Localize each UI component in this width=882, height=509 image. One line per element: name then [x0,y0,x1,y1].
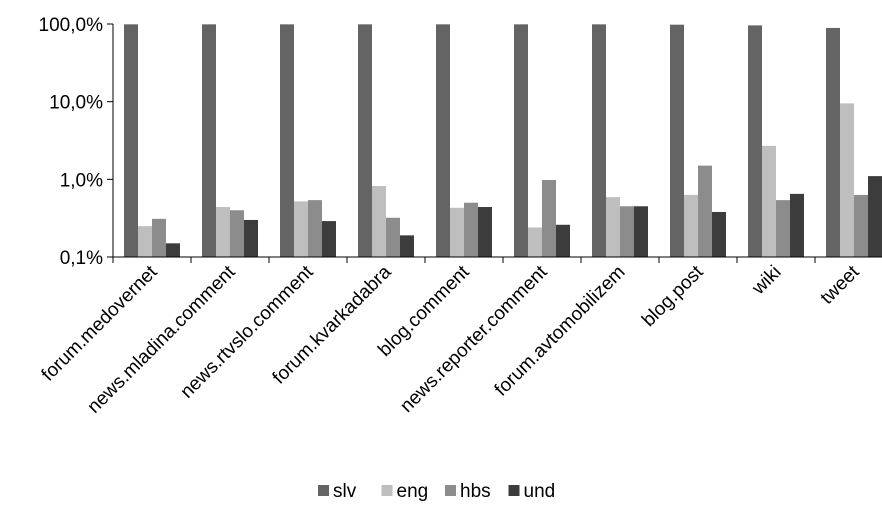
bar-hbs [464,202,478,257]
bar-und [556,224,570,257]
bar-slv [280,24,294,257]
category-label: blog.post [638,261,708,331]
y-axis: 0,1% 1,0% 10,0% 100,0% [39,15,114,269]
category-label: wiki [748,262,786,300]
y-tick-label: 100,0% [39,15,104,36]
legend-label-hbs: hbs [460,481,491,502]
category-label: tweet [817,261,864,308]
y-tick-label: 0,1% [60,248,103,269]
bar-hbs [152,218,166,257]
legend-swatch-und [508,485,520,496]
bar-eng [138,226,152,257]
plot-area [124,24,882,258]
bar-hbs [230,210,244,257]
category-label: forum.avtomobilizem [491,262,630,401]
bar-slv [124,24,138,257]
bar-slv [670,24,684,257]
bar-eng [762,145,776,257]
bar-hbs [620,206,634,257]
bar-eng [606,197,620,257]
legend-label-eng: eng [397,481,429,502]
legend-swatch-slv [318,485,329,496]
bar-slv [358,24,372,257]
bar-eng [294,201,308,257]
legend-swatch-eng [381,485,393,496]
category-label: news.rtvslo.comment [177,261,319,403]
bar-hbs [698,165,712,257]
bar-eng [450,207,464,257]
category-label: news.mladina.comment [84,261,240,417]
bar-hbs [776,200,790,257]
bar-hbs [308,200,322,257]
bar-slv [514,24,528,257]
legend-label-und: und [524,481,556,502]
bar-slv [592,24,606,257]
bar-eng [216,207,230,257]
y-tick-label: 1,0% [60,170,103,191]
bar-slv [202,24,216,257]
bar-eng [528,227,542,257]
bar-hbs [854,194,868,257]
bar-hbs [386,217,400,257]
bar-und [166,243,180,257]
category-label: news.reporter.comment [396,261,552,417]
bar-und [244,219,258,257]
bar-und [712,211,726,257]
bar-hbs [542,180,556,257]
x-axis: forum.medovernetnews.mladina.commentnews… [38,256,882,418]
legend: slv eng hbs und [318,481,555,502]
bar-und [790,193,804,257]
legend-swatch-hbs [445,485,456,496]
bar-und [478,207,492,257]
legend-label-slv: slv [333,481,357,502]
bar-und [400,235,414,257]
bar-eng [372,186,386,257]
bar-eng [684,194,698,257]
bar-und [868,176,882,257]
bar-slv [436,24,450,257]
bar-slv [748,25,762,257]
bar-und [322,221,336,257]
bar-eng [840,103,854,258]
bar-und [634,206,648,257]
bar-slv [826,27,840,257]
y-tick-label: 10,0% [49,93,103,114]
